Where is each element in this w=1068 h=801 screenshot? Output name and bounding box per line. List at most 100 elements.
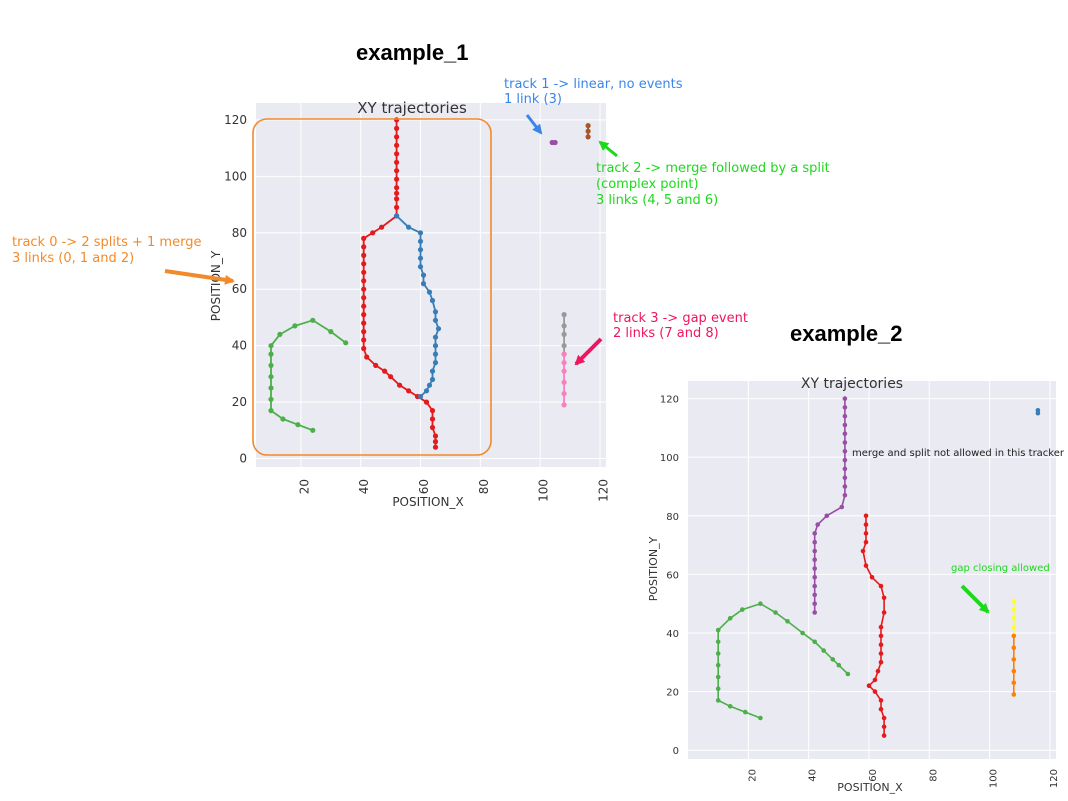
trajectory-point: [842, 396, 848, 401]
trajectory-point: [773, 610, 778, 615]
x-tick-label: 60: [868, 769, 879, 782]
trajectory-series: [394, 213, 442, 400]
trajectory-point: [394, 159, 400, 165]
trajectory-point: [394, 125, 400, 131]
trajectory-point: [561, 379, 567, 385]
trajectory-point: [432, 309, 439, 315]
trajectory-point: [343, 340, 349, 346]
trajectory-point: [1011, 624, 1017, 630]
trajectory-point: [561, 351, 567, 357]
trajectory-series: [1035, 408, 1041, 416]
trajectory-point: [361, 320, 367, 326]
trajectory-point: [432, 439, 439, 445]
track0-highlight-box: [252, 118, 492, 456]
trajectory-point: [727, 704, 733, 709]
track3-text-2: 2 links (7 and 8): [613, 326, 719, 341]
y-tick-label: 20: [232, 395, 247, 409]
trajectory-point: [881, 724, 887, 730]
trajectory-point: [878, 651, 884, 656]
trajectory-point: [872, 677, 878, 683]
chart-title: XY trajectories: [801, 376, 903, 392]
trajectory-series: [268, 317, 349, 433]
trajectory-point: [821, 648, 826, 653]
trajectory-point: [842, 484, 848, 489]
trajectory-point: [268, 396, 274, 402]
trajectory-point: [839, 504, 845, 510]
trajectory-point: [394, 190, 400, 196]
trajectory-point: [1011, 607, 1017, 612]
trajectory-point: [842, 431, 848, 437]
trajectory-point: [388, 374, 394, 380]
trajectory-point: [881, 733, 887, 738]
track3-arrow: [574, 337, 603, 366]
y-tick-label: 0: [239, 452, 247, 466]
x-tick-label: 120: [1049, 769, 1060, 788]
trajectory-point: [417, 230, 424, 236]
track1-arrow: [525, 114, 543, 135]
trajectory-point: [417, 238, 424, 244]
trajectory-point: [875, 668, 881, 674]
trajectory-point: [295, 422, 301, 428]
track3-annotation: track 3 -> gap event 2 links (7 and 8): [574, 311, 748, 366]
trajectory-point: [860, 548, 866, 554]
trajectory-point: [878, 624, 884, 630]
track2-text-1: track 2 -> merge followed by a split: [596, 161, 830, 176]
gap-closing-arrow: [960, 584, 990, 614]
y-tick-label: 120: [660, 395, 679, 406]
track2-arrow: [598, 140, 618, 158]
trajectory-point: [292, 323, 298, 329]
trajectory-point: [863, 531, 869, 536]
trajectory-point: [268, 408, 274, 414]
trajectory-point: [561, 368, 567, 374]
x-tick-label: 40: [357, 479, 371, 494]
trajectory-point: [1011, 598, 1017, 604]
trajectory-point: [561, 360, 567, 366]
chart-title: XY trajectories: [357, 99, 467, 117]
trajectory-point: [863, 539, 869, 545]
trajectory-point: [561, 391, 567, 397]
trajectory-point: [800, 630, 805, 636]
trajectory-point: [394, 151, 400, 157]
trajectory-point: [417, 247, 424, 253]
trajectory-point: [878, 660, 884, 665]
trajectory-point: [417, 264, 424, 270]
trajectory-point: [552, 139, 558, 146]
trajectory-point: [435, 326, 442, 332]
trajectory-point: [812, 531, 817, 536]
trajectory-point: [406, 224, 412, 230]
trajectory-point: [277, 331, 283, 337]
trajectory-point: [432, 360, 439, 366]
trajectory-point: [1035, 410, 1041, 416]
x-tick-label: 20: [747, 769, 758, 782]
trajectory-point: [429, 297, 436, 304]
trajectory-point: [423, 399, 430, 405]
x-tick-label: 100: [989, 769, 1000, 788]
trajectory-point: [585, 123, 591, 129]
trajectory-series: [561, 351, 567, 408]
trajectory-point: [1011, 645, 1017, 650]
trajectory-point: [361, 286, 367, 292]
trajectory-point: [1011, 657, 1017, 662]
trajectory-point: [715, 674, 721, 680]
trajectory-point: [432, 433, 439, 439]
track2-annotation: track 2 -> merge followed by a split (co…: [596, 140, 830, 208]
trajectory-point: [824, 513, 830, 519]
trajectory-point: [394, 134, 400, 140]
trajectory-point: [420, 281, 427, 287]
trajectory-point: [310, 427, 316, 433]
trajectory-point: [863, 513, 869, 519]
trajectory-point: [397, 382, 403, 388]
x-axis-label: POSITION_X: [837, 781, 903, 794]
y-tick-label: 120: [224, 113, 247, 127]
trajectory-point: [394, 142, 400, 148]
trajectory-point: [394, 213, 400, 219]
y-axis-label: POSITION_Y: [647, 536, 660, 601]
merge-split-annotation: merge and split not allowed in this trac…: [852, 448, 1065, 459]
trajectory-point: [364, 354, 370, 360]
trajectory-point: [432, 444, 439, 450]
trajectory-point: [1011, 692, 1017, 697]
trajectory-point: [715, 627, 721, 633]
trajectory-point: [429, 408, 436, 414]
trajectory-point: [361, 269, 367, 275]
x-tick-label: 60: [417, 479, 431, 494]
